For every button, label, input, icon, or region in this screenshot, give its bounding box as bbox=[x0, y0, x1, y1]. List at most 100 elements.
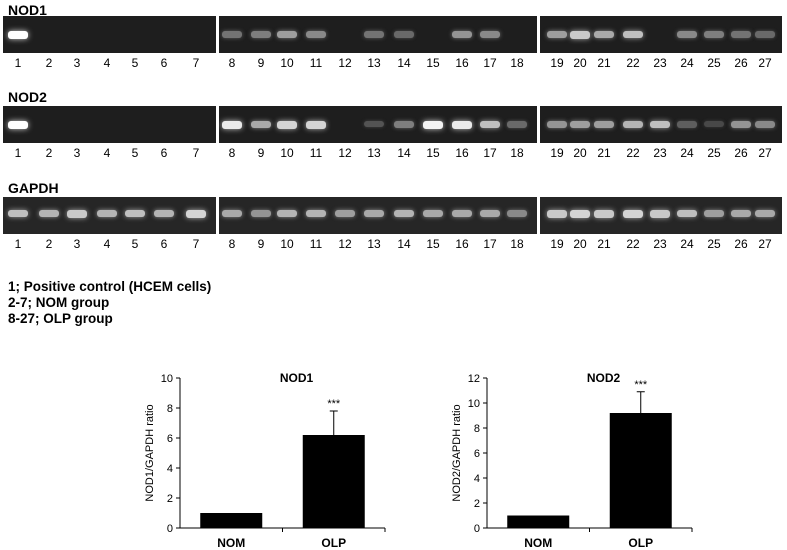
lane-number: 25 bbox=[707, 56, 721, 70]
nod1-chart-title: NOD1 bbox=[280, 371, 314, 385]
gel-band bbox=[452, 121, 472, 129]
gel-band bbox=[547, 210, 567, 218]
gel-band bbox=[222, 31, 242, 38]
gel-band bbox=[364, 210, 384, 217]
gel-band bbox=[8, 31, 28, 39]
lane-number: 16 bbox=[455, 56, 469, 70]
gel-band bbox=[570, 121, 590, 128]
gel-nod2-segment-3 bbox=[540, 106, 782, 143]
lane-number: 20 bbox=[573, 146, 587, 160]
nod2-chart-bar-nom bbox=[507, 515, 570, 528]
gel-band bbox=[186, 210, 206, 218]
lane-number: 20 bbox=[573, 56, 587, 70]
gel-band bbox=[306, 210, 326, 217]
gel-band bbox=[480, 210, 500, 217]
gel-band bbox=[452, 31, 472, 38]
lane-number: 1 bbox=[14, 237, 22, 251]
gel-band bbox=[306, 31, 326, 38]
lane-number: 22 bbox=[626, 56, 640, 70]
gel-gapdh-segment-1 bbox=[3, 197, 216, 234]
gel-band bbox=[570, 210, 590, 218]
lane-number: 16 bbox=[455, 237, 469, 251]
lane-number: 3 bbox=[73, 56, 81, 70]
lane-number: 3 bbox=[73, 237, 81, 251]
gel-band bbox=[306, 121, 326, 129]
lane-number: 8 bbox=[228, 237, 236, 251]
lane-number: 12 bbox=[338, 146, 352, 160]
nod2-chart-y-tick-label: 6 bbox=[474, 448, 480, 460]
gel-band bbox=[731, 121, 751, 128]
lane-number: 10 bbox=[280, 56, 294, 70]
lane-number: 1 bbox=[14, 56, 22, 70]
gel-band bbox=[507, 210, 527, 217]
blot-nod2-label: NOD2 bbox=[8, 89, 47, 105]
lane-number: 9 bbox=[257, 237, 265, 251]
lane-number: 15 bbox=[426, 56, 440, 70]
chart-nod2: NOD2 0 2 4 6 8 10 12 NOD2/GAPDH ratio NOM OLP *** bbox=[451, 371, 693, 550]
lane-number: 26 bbox=[734, 56, 748, 70]
gel-band bbox=[251, 210, 271, 217]
gel-nod1-segment-1 bbox=[3, 16, 216, 53]
lane-numbers-nod2: 1 2 3 4 5 6 7 8 9 10 11 12 13 14 15 16 17 18 19 20 21 22 23 24 2… bbox=[0, 146, 787, 162]
nod1-chart-bar-nom bbox=[200, 513, 263, 528]
lane-number: 10 bbox=[280, 237, 294, 251]
lane-number: 4 bbox=[103, 237, 111, 251]
lane-number: 18 bbox=[510, 56, 524, 70]
gel-band bbox=[677, 31, 697, 38]
gel-band bbox=[755, 31, 775, 38]
lane-number: 16 bbox=[455, 146, 469, 160]
gel-band bbox=[650, 210, 670, 218]
lane-number: 21 bbox=[597, 237, 611, 251]
nod1-chart-y-tick-label: 2 bbox=[167, 493, 173, 505]
gel-band bbox=[251, 31, 271, 38]
gel-band bbox=[394, 121, 414, 128]
gel-band bbox=[67, 210, 87, 218]
gel-band bbox=[364, 31, 384, 38]
lane-number: 14 bbox=[397, 56, 411, 70]
nod1-chart-bar-olp bbox=[302, 435, 365, 528]
gel-band bbox=[277, 210, 297, 217]
lane-number: 23 bbox=[653, 146, 667, 160]
lane-number: 22 bbox=[626, 237, 640, 251]
lane-number: 8 bbox=[228, 56, 236, 70]
lane-number: 18 bbox=[510, 237, 524, 251]
gel-band bbox=[222, 210, 242, 217]
gel-nod1-segment-3 bbox=[540, 16, 782, 53]
nod1-chart-y-tick-label: 6 bbox=[167, 433, 173, 445]
nod2-chart-y-tick-label: 0 bbox=[474, 523, 480, 535]
gel-band bbox=[623, 210, 643, 218]
lane-number: 11 bbox=[309, 146, 323, 160]
gel-band bbox=[8, 210, 28, 217]
nod2-chart-y-axis-label: NOD2/GAPDH ratio bbox=[451, 404, 463, 501]
gel-band bbox=[594, 31, 614, 38]
gel-gapdh-segment-2 bbox=[219, 197, 537, 234]
legend-olp-group: 8-27; OLP group bbox=[8, 311, 113, 326]
nod2-chart-title: NOD2 bbox=[587, 371, 621, 385]
lane-number: 7 bbox=[192, 146, 200, 160]
lane-number: 15 bbox=[426, 146, 440, 160]
lane-number: 6 bbox=[160, 237, 168, 251]
lane-number: 18 bbox=[510, 146, 524, 160]
gel-band bbox=[394, 210, 414, 217]
gel-band bbox=[480, 121, 500, 128]
lane-number: 12 bbox=[338, 237, 352, 251]
gel-band bbox=[335, 210, 355, 217]
gel-band bbox=[731, 210, 751, 217]
legend-nom-group: 2-7; NOM group bbox=[8, 295, 110, 310]
gel-band bbox=[547, 31, 567, 38]
lane-numbers-gapdh: 1 2 3 4 5 6 7 8 9 10 11 12 13 14 15 16 17 18 19 20 21 22 23 24 2… bbox=[0, 237, 787, 253]
nod2-chart-y-tick-label: 4 bbox=[474, 473, 480, 485]
nod1-chart-y-tick-label: 0 bbox=[167, 523, 173, 535]
gel-band bbox=[154, 210, 174, 217]
nod1-chart-y-tick-label: 10 bbox=[161, 373, 173, 385]
gel-band bbox=[97, 210, 117, 217]
lane-number: 15 bbox=[426, 237, 440, 251]
lane-number: 27 bbox=[758, 237, 772, 251]
lane-number: 9 bbox=[257, 146, 265, 160]
lane-number: 24 bbox=[680, 146, 694, 160]
nod2-chart-x-tick-label: NOM bbox=[524, 536, 552, 550]
lane-number: 13 bbox=[367, 146, 381, 160]
gel-band bbox=[277, 121, 297, 129]
nod2-chart-y-tick-label: 2 bbox=[474, 498, 480, 510]
lane-numbers-nod1: 1 2 3 4 5 6 7 8 9 10 11 12 13 14 15 16 17 18 19 20 21 22 23 24 2… bbox=[0, 56, 787, 72]
